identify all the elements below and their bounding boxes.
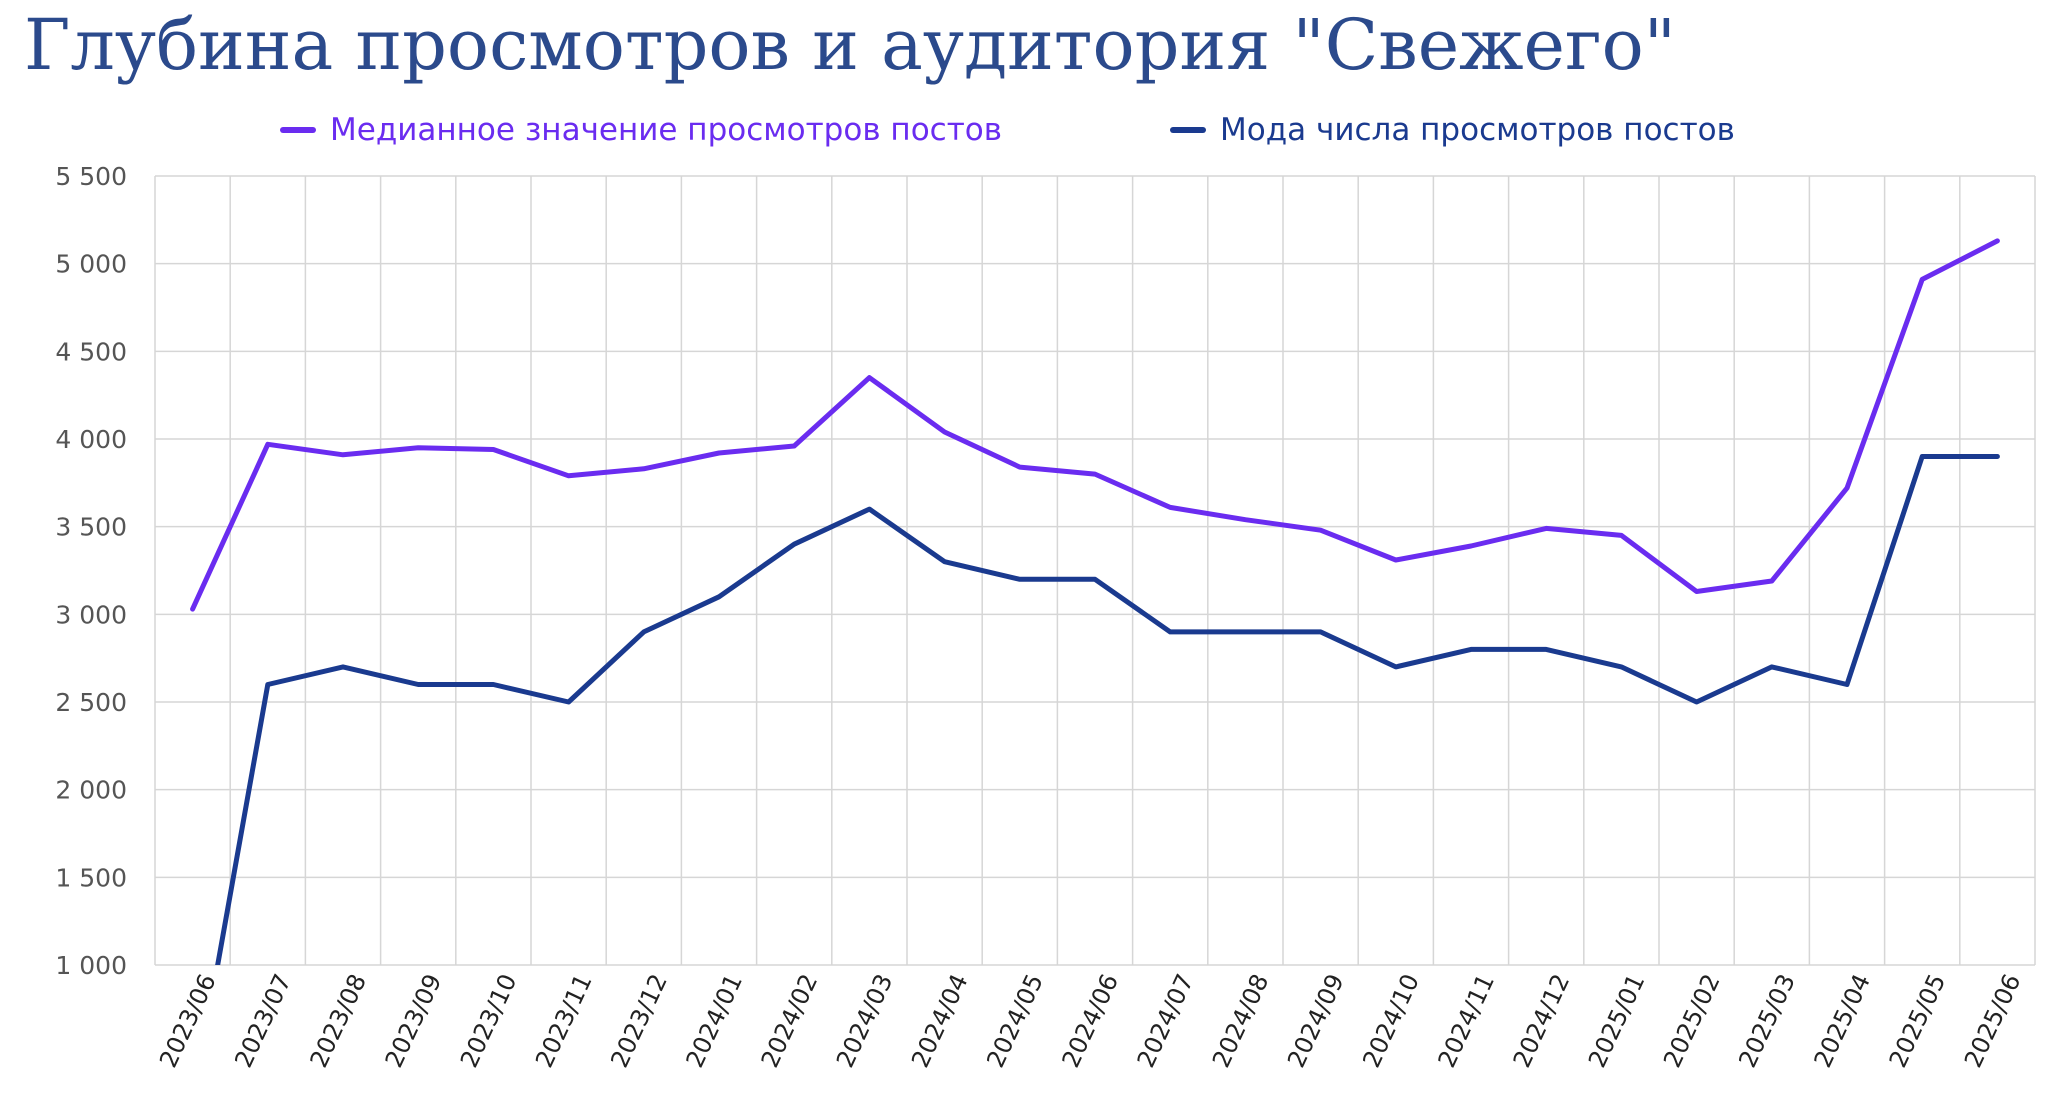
y-tick-label: 3 500 xyxy=(55,513,127,542)
x-tick-label: 2023/08 xyxy=(305,970,373,1072)
x-tick-label: 2025/06 xyxy=(1959,970,2027,1072)
y-tick-label: 2 000 xyxy=(55,776,127,805)
y-tick-label: 5 000 xyxy=(55,250,127,279)
legend-label-median: Медианное значение просмотров постов xyxy=(330,112,1003,148)
x-tick-label: 2023/12 xyxy=(605,970,673,1072)
x-tick-label: 2024/02 xyxy=(756,970,824,1072)
y-tick-label: 4 500 xyxy=(55,337,127,366)
x-axis-ticks: 2023/06 2023/07 2023/08 2023/09 2023/10 2023/… xyxy=(154,970,2026,1072)
legend-swatch-median xyxy=(280,127,316,133)
x-tick-label: 2025/03 xyxy=(1733,970,1801,1072)
series-lines xyxy=(190,238,2000,965)
y-tick-label: 1 000 xyxy=(55,951,127,980)
x-tick-label: 2024/04 xyxy=(906,970,974,1072)
x-tick-label: 2024/08 xyxy=(1207,970,1275,1072)
series-line-median xyxy=(190,238,2000,612)
y-tick-label: 3 000 xyxy=(55,600,127,629)
legend-label-mode: Мода числа просмотров постов xyxy=(1220,112,1735,148)
chart-grid xyxy=(154,175,2036,966)
y-tick-label: 5 500 xyxy=(55,162,127,191)
y-tick-label: 4 000 xyxy=(55,425,127,454)
x-tick-label: 2023/09 xyxy=(380,970,448,1072)
y-tick-label: 2 500 xyxy=(55,688,127,717)
x-tick-label: 2023/06 xyxy=(154,970,222,1072)
x-tick-label: 2025/04 xyxy=(1809,970,1877,1072)
x-tick-label: 2024/06 xyxy=(1057,970,1125,1072)
x-tick-label: 2023/10 xyxy=(455,970,523,1072)
legend-item-mode: Мода числа просмотров постов xyxy=(1170,112,1735,148)
x-tick-label: 2025/01 xyxy=(1583,970,1651,1072)
x-tick-label: 2024/03 xyxy=(831,970,899,1072)
x-tick-label: 2024/07 xyxy=(1132,970,1200,1072)
x-tick-label: 2024/12 xyxy=(1508,970,1576,1072)
legend-swatch-mode xyxy=(1170,127,1206,133)
x-tick-label: 2023/11 xyxy=(530,970,598,1072)
chart-title: Глубина просмотров и аудитория "Свежего" xyxy=(24,4,1676,86)
x-tick-label: 2024/09 xyxy=(1282,970,1350,1072)
legend-item-median: Медианное значение просмотров постов xyxy=(280,112,1002,148)
x-tick-label: 2025/02 xyxy=(1658,970,1726,1072)
x-tick-label: 2025/05 xyxy=(1884,970,1952,1072)
chart-legend: Медианное значение просмотров постов Мод… xyxy=(0,112,2048,162)
x-tick-label: 2024/10 xyxy=(1357,970,1425,1072)
x-tick-label: 2024/11 xyxy=(1433,970,1501,1072)
x-tick-label: 2023/07 xyxy=(229,970,297,1072)
y-tick-label: 1 500 xyxy=(55,863,127,892)
x-tick-label: 2024/01 xyxy=(681,970,749,1072)
series-line-mode xyxy=(215,454,2000,965)
y-axis-ticks: 1 000 1 500 2 000 2 500 3 000 3 500 4 000 4 500… xyxy=(55,162,127,980)
x-tick-label: 2024/05 xyxy=(981,970,1049,1072)
